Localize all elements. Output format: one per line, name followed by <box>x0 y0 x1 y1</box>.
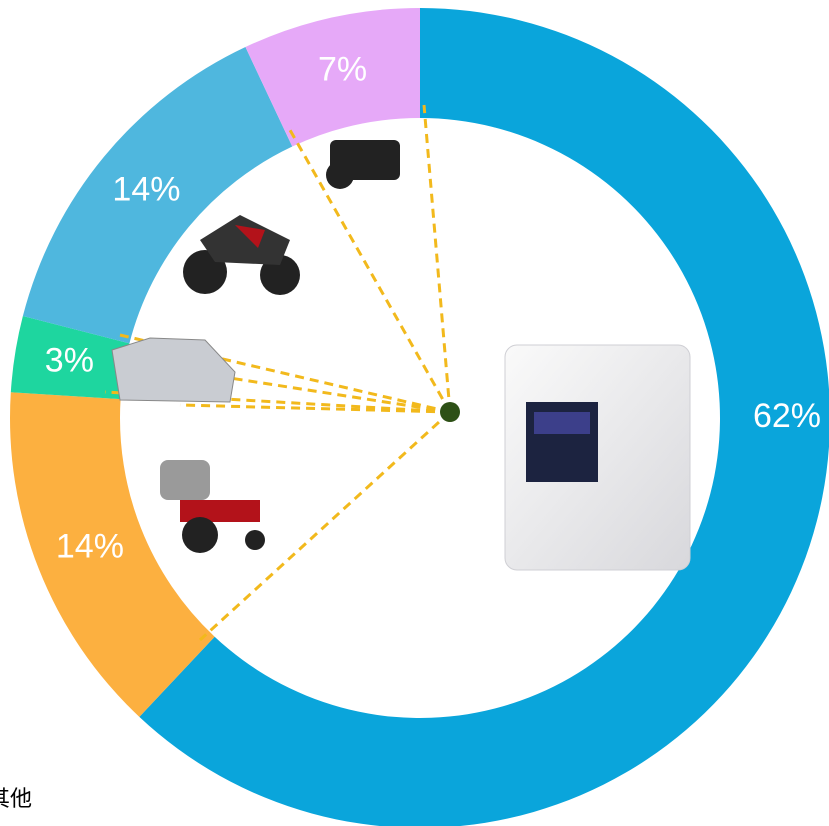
data-label: 7% <box>318 51 367 89</box>
leader-line <box>179 403 451 414</box>
center-dot <box>440 402 460 422</box>
annotation: 其他 <box>0 786 32 811</box>
data-label: 62% <box>753 397 821 435</box>
data-label: 3% <box>45 341 94 379</box>
slice <box>245 7 420 147</box>
leader-line <box>422 104 452 413</box>
slices <box>10 7 829 826</box>
car-image <box>111 337 236 403</box>
data-label: 14% <box>56 528 124 566</box>
ups-image <box>504 344 691 571</box>
motorcycle-image <box>183 215 300 295</box>
slice <box>139 8 829 826</box>
wheelchair-image <box>160 460 265 553</box>
leader-line <box>119 333 451 414</box>
leader-line <box>198 410 452 642</box>
data-label: 14% <box>112 171 180 209</box>
slice <box>10 316 130 400</box>
camera-image <box>326 140 400 189</box>
leader-line <box>288 129 452 413</box>
slice <box>22 47 293 344</box>
leader-line <box>229 376 451 414</box>
slice <box>10 392 215 717</box>
